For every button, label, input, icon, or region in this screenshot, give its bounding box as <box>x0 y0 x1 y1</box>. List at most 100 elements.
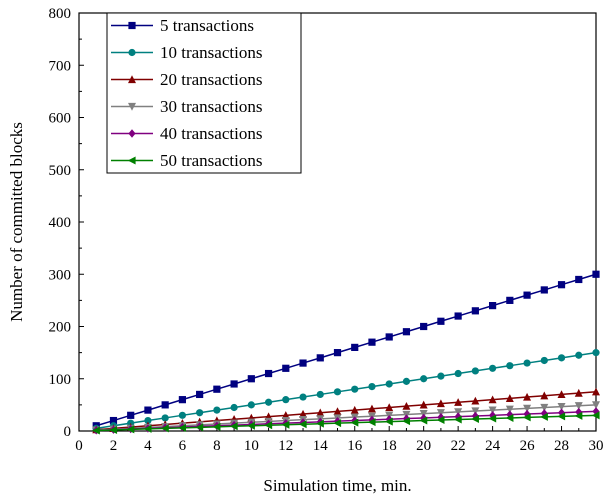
x-tick-label: 20 <box>416 438 431 454</box>
data-point <box>471 396 480 405</box>
data-point <box>471 414 479 423</box>
data-point <box>316 408 325 417</box>
data-point <box>522 413 531 422</box>
data-point <box>247 375 255 383</box>
data-point <box>420 322 428 331</box>
data-point <box>453 415 462 424</box>
data-point <box>437 372 445 380</box>
series-layer <box>92 270 600 435</box>
data-point <box>506 296 514 304</box>
data-point <box>109 416 118 425</box>
data-point <box>178 423 186 432</box>
data-point <box>178 411 186 419</box>
data-point <box>264 369 273 378</box>
series-line <box>96 391 597 431</box>
legend: 5 transactions 10 transactions 20 transact… <box>106 12 302 174</box>
data-point <box>196 390 204 399</box>
legend-marker <box>128 75 136 84</box>
legend-item: 5 transactions <box>111 16 254 35</box>
data-point <box>505 413 514 422</box>
data-point <box>144 416 152 425</box>
legend-label: 30 transactions <box>160 97 262 116</box>
data-point <box>523 359 531 367</box>
data-point <box>557 412 566 421</box>
data-point <box>574 388 583 397</box>
data-point <box>540 356 548 365</box>
data-point <box>505 394 514 402</box>
data-point <box>333 388 342 396</box>
data-point <box>333 407 342 416</box>
data-point <box>299 359 307 367</box>
data-point <box>316 354 324 362</box>
legend-marker <box>128 102 136 111</box>
data-point <box>316 390 324 399</box>
data-point <box>282 396 290 404</box>
data-point <box>230 380 238 388</box>
data-point <box>471 407 480 416</box>
x-tick-label: 10 <box>244 438 259 454</box>
data-point <box>454 408 463 417</box>
data-point <box>161 414 169 422</box>
data-point <box>195 423 204 432</box>
data-point <box>350 418 359 427</box>
series-6 <box>92 411 600 435</box>
axis-ticks: 0 2 4 6 8 10 12 14 16 18 20 22 24 26 28 300100200300400… <box>49 6 603 454</box>
data-point <box>351 343 359 351</box>
data-point <box>160 424 169 433</box>
y-tick-label: 700 <box>49 58 72 74</box>
data-point <box>557 390 566 399</box>
data-point <box>333 419 342 428</box>
data-point <box>557 408 566 417</box>
legend-item: 30 transactions <box>111 97 262 116</box>
x-tick-label: 6 <box>179 438 187 454</box>
x-tick-label: 22 <box>451 438 466 454</box>
data-point <box>230 403 238 412</box>
data-point <box>229 422 238 431</box>
y-axis-title: Number of committed blocks <box>7 122 26 322</box>
data-point <box>592 387 600 396</box>
data-point <box>299 409 308 418</box>
series-line <box>96 404 597 431</box>
data-point <box>143 424 152 433</box>
x-tick-label: 14 <box>313 438 329 454</box>
data-point <box>367 404 376 413</box>
data-point <box>592 401 600 410</box>
data-point <box>489 364 497 372</box>
data-point <box>419 416 428 425</box>
series-2 <box>92 349 600 432</box>
y-tick-label: 100 <box>49 372 72 388</box>
data-point <box>591 411 600 420</box>
legend-marker <box>128 48 136 57</box>
data-point <box>575 275 583 284</box>
legend-item: 20 transactions <box>111 70 262 89</box>
legend-box <box>106 12 302 174</box>
y-tick-label: 0 <box>64 424 72 440</box>
data-point <box>471 307 479 315</box>
x-tick-label: 16 <box>347 438 363 454</box>
x-tick-label: 4 <box>144 438 152 454</box>
data-point <box>488 406 497 415</box>
data-point <box>402 401 411 410</box>
data-point <box>575 351 583 359</box>
data-point <box>333 349 342 357</box>
legend-item: 40 transactions <box>111 124 262 143</box>
data-point <box>109 425 118 434</box>
data-point <box>540 412 548 421</box>
y-tick-label: 200 <box>49 320 72 336</box>
data-point <box>161 401 169 409</box>
data-point <box>506 410 514 419</box>
legend-marker <box>128 21 136 30</box>
data-point <box>454 369 462 378</box>
data-point <box>540 286 548 294</box>
data-point <box>385 403 394 412</box>
legend-label: 10 transactions <box>160 43 262 62</box>
x-tick-label: 2 <box>110 438 118 454</box>
y-tick-label: 800 <box>49 6 72 22</box>
x-tick-label: 0 <box>75 438 83 454</box>
data-point <box>126 425 135 434</box>
legend-item: 10 transactions <box>111 43 262 62</box>
data-point <box>489 302 497 310</box>
data-point <box>471 367 479 375</box>
y-tick-label: 500 <box>49 163 72 179</box>
